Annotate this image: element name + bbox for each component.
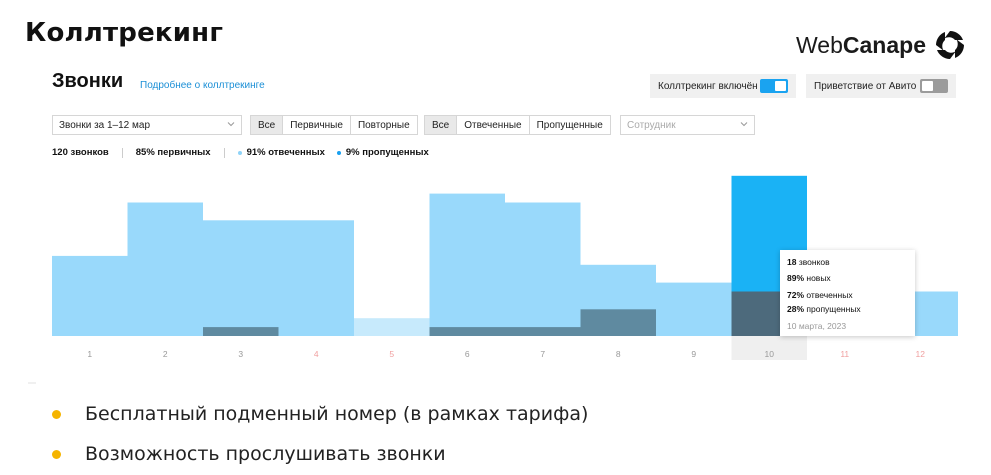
bar-answered-9 — [656, 282, 732, 336]
chart-tooltip: 18 звонков 89% новых 72% отвеченных 28% … — [780, 250, 915, 336]
greeting-switch[interactable] — [920, 79, 948, 93]
x-tick-label: 8 — [616, 349, 621, 359]
tooltip-new-label: новых — [806, 273, 831, 283]
bar-answered-3 — [203, 220, 279, 336]
employee-select[interactable]: Сотрудник — [620, 115, 755, 135]
answered-legend-dot — [237, 150, 242, 155]
call-status-filter: Все Отвеченные Пропущенные — [424, 115, 611, 135]
brand-logo: Web Canape — [796, 28, 967, 62]
bar-missed-7 — [505, 327, 581, 336]
slide-title: Коллтрекинг — [25, 18, 224, 48]
stat-total: 120 звонков — [52, 147, 109, 158]
stat-divider — [121, 147, 123, 158]
list-item: Бесплатный подменный номер (в рамках тар… — [52, 394, 588, 434]
type-option-primary[interactable]: Первичные — [283, 116, 351, 134]
missed-legend-dot — [336, 150, 341, 155]
webcanape-logo-icon — [936, 31, 964, 59]
x-tick-label: 10 — [765, 349, 775, 359]
bar-missed-6 — [429, 327, 505, 336]
tooltip-missed: 28% пропущенных — [787, 304, 908, 318]
brand-name-part1: Web — [796, 31, 843, 58]
switch-knob — [775, 81, 786, 91]
stat-divider — [223, 147, 225, 158]
stat-primary: 85% первичных — [135, 147, 211, 158]
x-tick-label: 5 — [389, 349, 394, 359]
tooltip-answered-value: 72% — [787, 290, 805, 300]
x-tick-label: 9 — [691, 349, 696, 359]
bar-answered-7 — [505, 202, 581, 336]
tooltip-date: 10 марта, 2023 — [787, 321, 847, 331]
x-tick-label: 11 — [840, 349, 849, 359]
tooltip-new: 89% новых — [787, 273, 908, 289]
tooltip-count: 18 звонков — [787, 257, 908, 273]
list-item-text: Бесплатный подменный номер (в рамках тар… — [85, 403, 589, 425]
tooltip-missed-label: пропущенных — [806, 304, 861, 314]
bullet-icon — [52, 409, 61, 419]
tooltip-count-value: 18 — [787, 257, 797, 267]
type-option-repeat[interactable]: Повторные — [350, 116, 417, 134]
x-tick-label: 7 — [540, 349, 545, 359]
list-item: Возможность прослушивать звонки — [52, 434, 588, 474]
status-option-all[interactable]: Все — [425, 116, 458, 134]
period-select[interactable]: Звонки за 1–12 мар — [52, 115, 242, 135]
tooltip-new-value: 89% — [787, 273, 805, 283]
employee-select-placeholder: Сотрудник — [627, 119, 676, 131]
list-item-text: Возможность прослушивать звонки — [85, 443, 446, 465]
call-type-filter: Все Первичные Повторные — [250, 115, 418, 135]
calltracking-switch[interactable] — [760, 79, 788, 93]
x-tick-label: 12 — [916, 349, 926, 359]
calltracking-toggle-label: Коллтрекинг включён — [658, 80, 758, 92]
tooltip-answered-label: отвеченных — [806, 290, 853, 300]
bar-missed-8 — [580, 309, 656, 336]
greeting-toggle-label: Приветствие от Авито — [814, 80, 917, 92]
period-select-value: Звонки за 1–12 мар — [59, 119, 151, 131]
x-tick-label: 4 — [314, 349, 319, 359]
chevron-down-icon — [740, 122, 748, 127]
highlight-column — [731, 336, 807, 360]
bar-answered-4 — [278, 220, 354, 336]
x-tick-label: 6 — [465, 349, 470, 359]
greeting-toggle[interactable]: Приветствие от Авито — [806, 74, 956, 98]
status-option-answered[interactable]: Отвеченные — [457, 116, 530, 134]
bar-answered-1 — [52, 255, 128, 336]
bullet-icon — [52, 449, 61, 459]
stat-missed: 9% пропущенных — [345, 147, 429, 158]
feature-list: Бесплатный подменный номер (в рамках тар… — [52, 394, 588, 474]
stats-summary: 120 звонков 85% первичных 91% отвеченных… — [52, 147, 429, 158]
x-tick-label: 2 — [163, 349, 168, 359]
bar-missed-3 — [203, 327, 279, 336]
type-option-all[interactable]: Все — [251, 116, 284, 134]
tooltip-answered: 72% отвеченных — [787, 290, 908, 304]
calltracking-toggle[interactable]: Коллтрекинг включён — [650, 74, 796, 98]
switch-knob — [922, 81, 933, 91]
chevron-down-icon — [227, 122, 235, 127]
bar-answered-6 — [429, 193, 505, 336]
tooltip-missed-value: 28% — [787, 304, 805, 314]
stat-answered: 91% отвеченных — [246, 147, 325, 158]
x-tick-label: 3 — [238, 349, 243, 359]
x-tick-label: 1 — [87, 349, 92, 359]
brand-name-part2: Canape — [842, 31, 926, 58]
bar-background-5 — [354, 318, 430, 336]
calltracking-info-link[interactable]: Подробнее о коллтрекинге — [140, 80, 265, 91]
bar-answered-2 — [127, 202, 203, 336]
tooltip-count-label: звонков — [798, 257, 830, 267]
status-option-missed[interactable]: Пропущенные — [529, 116, 610, 134]
calls-title: Звонки — [52, 70, 124, 92]
